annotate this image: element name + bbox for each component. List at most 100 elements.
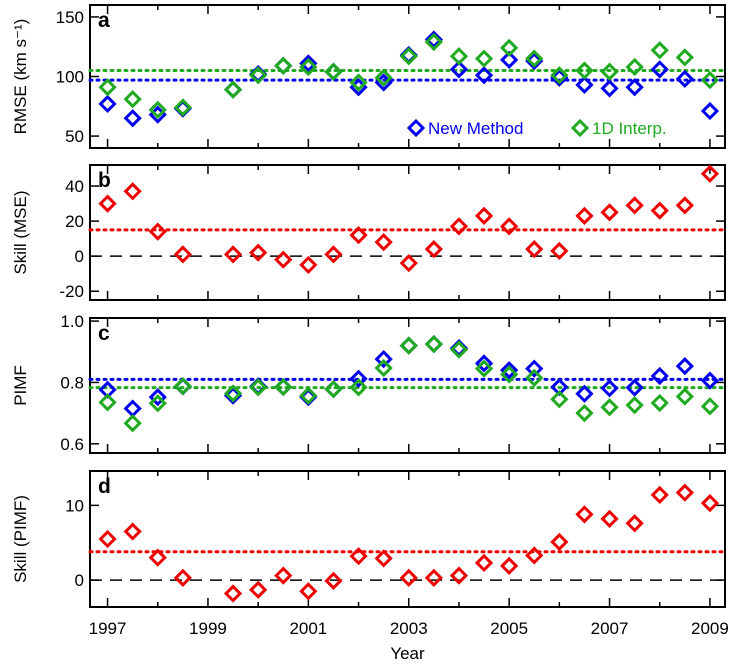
data-point <box>525 49 544 68</box>
data-point <box>600 398 619 417</box>
panel-label: a <box>98 9 110 32</box>
data-point <box>374 349 393 369</box>
data-point <box>550 66 569 85</box>
data-point <box>500 50 519 69</box>
data-point <box>324 245 343 264</box>
data-point <box>550 390 569 409</box>
y-tick-label: 50 <box>65 127 84 146</box>
legend-marker <box>570 118 590 138</box>
data-point <box>98 529 117 549</box>
data-point <box>249 580 268 599</box>
data-point <box>148 100 167 119</box>
x-tick-label: 1997 <box>89 619 127 638</box>
data-point <box>249 66 268 85</box>
data-point <box>424 240 443 259</box>
data-point <box>600 79 619 98</box>
data-point <box>449 217 469 236</box>
data-point <box>575 403 594 423</box>
data-point <box>148 548 167 567</box>
data-point <box>123 522 142 541</box>
data-point <box>675 196 694 215</box>
data-point <box>525 368 544 387</box>
data-point <box>474 359 494 378</box>
data-point <box>575 75 594 94</box>
data-point <box>650 60 669 79</box>
x-tick-label: 1999 <box>189 619 227 638</box>
data-point <box>374 358 393 378</box>
data-point <box>650 393 669 413</box>
data-point <box>500 217 519 236</box>
data-point <box>123 109 142 128</box>
data-point <box>324 380 343 399</box>
data-point <box>625 378 644 397</box>
data-point <box>625 514 644 533</box>
y-tick-label: 0.8 <box>60 373 84 392</box>
data-point <box>675 483 694 502</box>
data-point <box>525 359 544 378</box>
data-point <box>575 206 594 225</box>
data-point <box>700 101 720 121</box>
data-point <box>299 255 318 275</box>
data-point <box>474 66 494 85</box>
data-point <box>399 254 418 273</box>
data-point <box>299 386 318 405</box>
panel-c: 0.6 0.8 1.0 c PIMF <box>11 312 727 454</box>
data-point <box>399 47 418 66</box>
panel-d-frame <box>89 470 726 608</box>
y-tick-label: 150 <box>56 8 84 27</box>
legend-marker <box>406 118 426 138</box>
data-point <box>299 57 318 77</box>
data-point <box>625 78 644 97</box>
data-point <box>148 388 167 407</box>
data-point <box>173 376 192 396</box>
data-point <box>223 584 243 603</box>
data-point <box>675 357 694 376</box>
data-point <box>148 394 167 413</box>
data-point <box>324 62 343 81</box>
data-point <box>550 241 569 261</box>
data-point <box>424 334 443 354</box>
data-point <box>424 32 443 52</box>
panel-label: d <box>98 475 111 498</box>
data-point <box>374 233 393 252</box>
data-point <box>600 379 619 398</box>
data-point <box>98 94 117 114</box>
y-axis-title: PIMF <box>11 365 30 406</box>
x-tick-label: 2007 <box>591 619 629 638</box>
data-point <box>249 378 268 397</box>
data-point <box>500 38 519 58</box>
data-point <box>299 582 318 601</box>
x-axis-title: Year <box>390 644 425 663</box>
y-tick-label: 0 <box>75 247 84 266</box>
data-point <box>274 566 293 585</box>
data-point <box>500 361 519 380</box>
data-point <box>349 369 368 388</box>
data-point <box>449 60 469 79</box>
data-point <box>575 61 594 80</box>
data-point <box>625 196 644 215</box>
legend-label: New Method <box>428 119 523 138</box>
x-tick-label: 2003 <box>390 619 428 638</box>
panel-label: b <box>98 169 111 192</box>
data-point <box>374 68 393 87</box>
data-point <box>525 546 544 565</box>
panel-d: 0 10 d Skill (PIMF) 1997 1999 2001 2003 2005 2007… <box>11 470 729 663</box>
data-point <box>173 568 192 587</box>
data-point <box>123 399 142 418</box>
data-point <box>449 47 469 66</box>
data-point <box>525 240 544 259</box>
y-axis-title: Skill (PIMF) <box>11 495 30 583</box>
y-tick-label: -20 <box>59 282 84 301</box>
y-tick-label: 0 <box>75 571 84 590</box>
y-tick-label: 40 <box>65 177 84 196</box>
data-point <box>424 568 443 587</box>
y-axis-title: RMSE (km s⁻¹) <box>11 19 30 135</box>
panel-b-frame <box>89 164 726 301</box>
data-point <box>223 386 243 405</box>
data-point <box>700 70 720 90</box>
data-point <box>474 49 494 68</box>
y-tick-label: 10 <box>65 496 84 515</box>
data-point <box>650 41 669 60</box>
data-point <box>374 549 393 568</box>
